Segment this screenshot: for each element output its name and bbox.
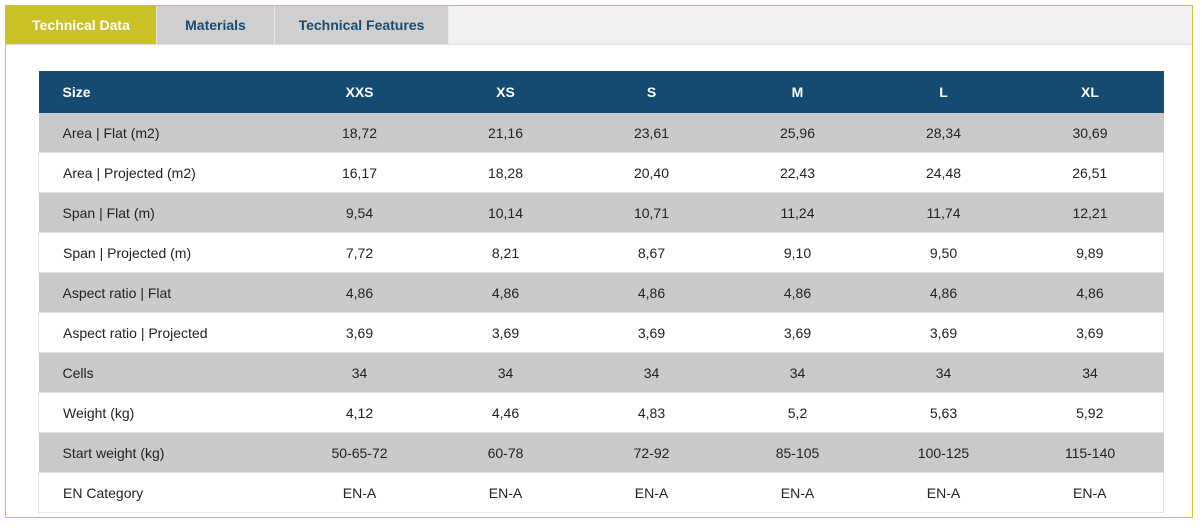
row-label: Start weight (kg): [38, 432, 287, 473]
table-cell: 3,69: [870, 312, 1017, 353]
table-cell: 3,69: [432, 312, 579, 353]
table-cell: 4,83: [578, 392, 725, 433]
table-cell: 34: [724, 352, 871, 393]
table-cell: 5,92: [1016, 392, 1164, 433]
table-cell: 4,86: [724, 272, 871, 313]
table-cell: 3,69: [1016, 312, 1164, 353]
table-row: Cells 34 34 34 34 34 34: [38, 352, 1164, 393]
table-cell: 34: [432, 352, 579, 393]
table-cell: 16,17: [286, 152, 433, 193]
table-cell: 60-78: [432, 432, 579, 473]
table-cell: 100-125: [870, 432, 1017, 473]
table-cell: 10,71: [578, 192, 725, 233]
table-cell: EN-A: [724, 472, 871, 513]
table-cell: 4,86: [286, 272, 433, 313]
table-cell: 34: [870, 352, 1017, 393]
table-cell: 4,12: [286, 392, 433, 433]
table-cell: 4,86: [578, 272, 725, 313]
column-header: M: [724, 71, 871, 113]
column-header: XXS: [286, 71, 433, 113]
column-header: S: [578, 71, 725, 113]
row-label: EN Category: [38, 472, 287, 513]
table-cell: EN-A: [432, 472, 579, 513]
table-cell: 18,72: [286, 113, 433, 153]
row-label: Area | Flat (m2): [38, 113, 287, 153]
table-cell: 22,43: [724, 152, 871, 193]
table-row: EN Category EN-A EN-A EN-A EN-A EN-A EN-A: [38, 472, 1164, 513]
table-cell: 50-65-72: [286, 432, 433, 473]
table-cell: 3,69: [286, 312, 433, 353]
row-label: Span | Projected (m): [38, 232, 287, 273]
table-header-row: Size XXS XS S M L XL: [38, 71, 1164, 113]
table-cell: 9,89: [1016, 232, 1164, 273]
table-cell: 34: [1016, 352, 1164, 393]
table-cell: 4,86: [432, 272, 579, 313]
table-cell: 9,10: [724, 232, 871, 273]
table-cell: 5,2: [724, 392, 871, 433]
table-cell: 21,16: [432, 113, 579, 153]
table-cell: 3,69: [578, 312, 725, 353]
table-cell: 34: [578, 352, 725, 393]
table-cell: 18,28: [432, 152, 579, 193]
row-label: Area | Projected (m2): [38, 152, 287, 193]
row-label: Aspect ratio | Projected: [38, 312, 287, 353]
table-cell: 4,86: [870, 272, 1017, 313]
table-body: Area | Flat (m2) 18,72 21,16 23,61 25,96 28,3…: [38, 113, 1164, 513]
column-header: Size: [38, 71, 287, 113]
table-cell: 8,21: [432, 232, 579, 273]
technical-data-table: Size XXS XS S M L XL Area | Flat (m2) 18,…: [38, 71, 1164, 513]
table-cell: EN-A: [286, 472, 433, 513]
table-row: Span | Flat (m) 9,54 10,14 10,71 11,24 11,74 1…: [38, 192, 1164, 233]
table-cell: 20,40: [578, 152, 725, 193]
table-cell: 24,48: [870, 152, 1017, 193]
table-row: Aspect ratio | Flat 4,86 4,86 4,86 4,86 4,86 4…: [38, 272, 1164, 313]
table-cell: 11,24: [724, 192, 871, 233]
table-cell: 10,14: [432, 192, 579, 233]
table-cell: 25,96: [724, 113, 871, 153]
table-cell: 4,46: [432, 392, 579, 433]
tab-technical-data[interactable]: Technical Data: [6, 6, 157, 44]
tab-materials[interactable]: Materials: [157, 6, 275, 44]
table-row: Area | Projected (m2) 16,17 18,28 20,40 22,4…: [38, 152, 1164, 193]
table-row: Aspect ratio | Projected 3,69 3,69 3,69 3,69…: [38, 312, 1164, 353]
table-cell: 26,51: [1016, 152, 1164, 193]
table-cell: EN-A: [1016, 472, 1164, 513]
table-cell: 28,34: [870, 113, 1017, 153]
table-cell: 23,61: [578, 113, 725, 153]
table-cell: 9,50: [870, 232, 1017, 273]
table-cell: 3,69: [724, 312, 871, 353]
table-row: Span | Projected (m) 7,72 8,21 8,67 9,10 9,50…: [38, 232, 1164, 273]
table-row: Start weight (kg) 50-65-72 60-78 72-92 85-10…: [38, 432, 1164, 473]
tab-panel-frame: Technical Data Materials Technical Featu…: [5, 5, 1193, 518]
row-label: Span | Flat (m): [38, 192, 287, 233]
tab-bar: Technical Data Materials Technical Featu…: [6, 6, 1192, 45]
table-cell: 12,21: [1016, 192, 1164, 233]
table-cell: EN-A: [870, 472, 1017, 513]
table-cell: 30,69: [1016, 113, 1164, 153]
table-cell: EN-A: [578, 472, 725, 513]
table-cell: 72-92: [578, 432, 725, 473]
row-label: Weight (kg): [38, 392, 287, 433]
row-label: Aspect ratio | Flat: [38, 272, 287, 313]
column-header: XS: [432, 71, 579, 113]
table-cell: 4,86: [1016, 272, 1164, 313]
table-cell: 115-140: [1016, 432, 1164, 473]
table-cell: 85-105: [724, 432, 871, 473]
table-cell: 34: [286, 352, 433, 393]
table-row: Weight (kg) 4,12 4,46 4,83 5,2 5,63 5,92: [38, 392, 1164, 433]
table-cell: 11,74: [870, 192, 1017, 233]
row-label: Cells: [38, 352, 287, 393]
table-cell: 5,63: [870, 392, 1017, 433]
table-cell: 7,72: [286, 232, 433, 273]
column-header: L: [870, 71, 1017, 113]
tab-technical-features[interactable]: Technical Features: [275, 6, 449, 44]
column-header: XL: [1016, 71, 1164, 113]
table-cell: 8,67: [578, 232, 725, 273]
table-cell: 9,54: [286, 192, 433, 233]
table-row: Area | Flat (m2) 18,72 21,16 23,61 25,96 28,3…: [38, 113, 1164, 153]
